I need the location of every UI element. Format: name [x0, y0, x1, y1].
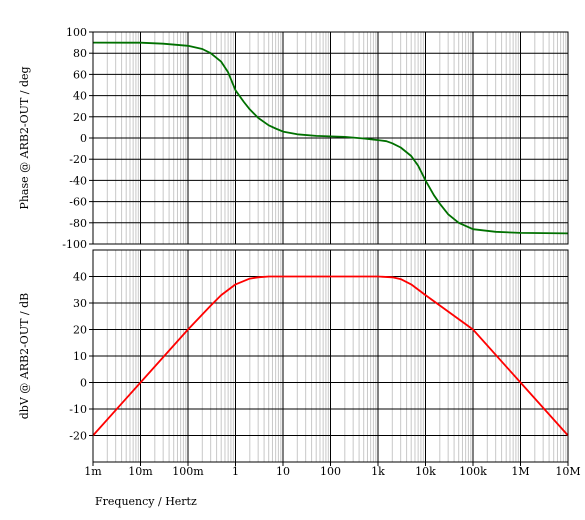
y-tick-label: -60 [69, 196, 87, 209]
phase-series [92, 41, 569, 235]
x-tick-label: 100k [459, 465, 487, 478]
y-tick-label: 10 [73, 350, 87, 363]
x-tick-label: 10m [128, 465, 153, 478]
magnitude-y-ticks: 40 30 20 10 0 -10 -20 [69, 271, 93, 443]
x-tick-label: 1m [84, 465, 102, 478]
y-tick-label: 40 [73, 271, 87, 284]
x-tick-label: 1k [371, 465, 385, 478]
x-tick-label: 10 [276, 465, 290, 478]
y-tick-label: -80 [69, 217, 87, 230]
series-line [92, 275, 569, 437]
y-tick-label: 40 [73, 90, 87, 103]
phase-y-axis-label: Phase @ ARB2-OUT / deg [18, 66, 31, 209]
x-tick-label: 10M [555, 465, 580, 478]
y-tick-label: -20 [69, 430, 87, 443]
y-tick-label: 60 [73, 68, 87, 81]
magnitude-series [92, 275, 569, 437]
y-tick-label: 80 [73, 47, 87, 60]
y-tick-label: 100 [66, 26, 87, 39]
x-tick-label: 100 [320, 465, 341, 478]
x-axis-label: Frequency / Hertz [95, 495, 197, 508]
x-tick-label: 1M [511, 465, 529, 478]
phase-panel: 100 80 60 40 20 0 -20 -40 -60 -80 -100 [62, 26, 569, 251]
y-tick-label: -40 [69, 174, 87, 187]
phase-y-ticks: 100 80 60 40 20 0 -20 -40 -60 -80 -100 [62, 26, 93, 251]
y-tick-label: 20 [73, 111, 87, 124]
y-tick-label: -100 [62, 238, 87, 251]
y-tick-label: 20 [73, 324, 87, 337]
x-tick-labels: 1m 10m 100m 1 10 100 1k 10k 100k 1M 10M [84, 462, 581, 478]
magnitude-y-axis-label: dbV @ ARB2-OUT / dB [18, 293, 31, 420]
series-line [92, 41, 569, 235]
y-tick-label: 0 [80, 377, 87, 390]
phase-major-grid [92, 31, 569, 245]
y-tick-label: -20 [69, 153, 87, 166]
y-tick-label: -10 [69, 403, 87, 416]
y-tick-label: 0 [80, 132, 87, 145]
phase-plot-frame [92, 31, 569, 245]
x-tick-label: 1 [232, 465, 239, 478]
x-tick-label: 10k [415, 465, 436, 478]
y-tick-label: 30 [73, 297, 87, 310]
magnitude-panel: 40 30 20 10 0 -10 -20 [69, 249, 569, 463]
x-tick-label: 100m [172, 465, 204, 478]
